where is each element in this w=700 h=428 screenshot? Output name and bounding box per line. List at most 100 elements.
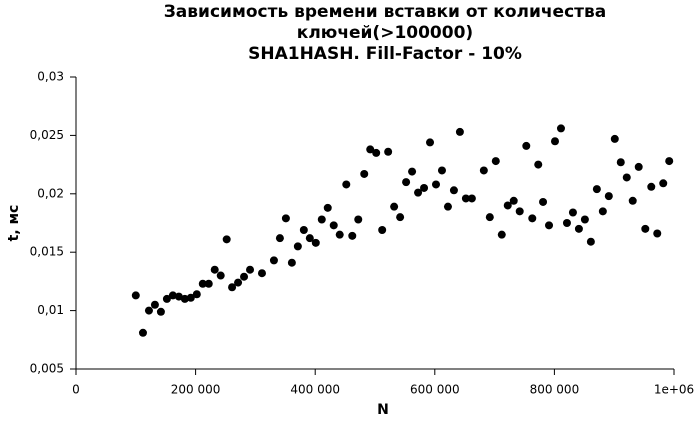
point (329, 221, 338, 230)
point (592, 185, 601, 194)
point (293, 242, 302, 251)
point (455, 127, 464, 136)
x-tick-label: 400 000 (290, 383, 340, 397)
point (150, 300, 159, 309)
point (574, 224, 583, 233)
point (168, 291, 177, 300)
point (156, 307, 165, 316)
point (437, 166, 446, 175)
point (396, 213, 405, 222)
point (628, 196, 637, 205)
point (402, 178, 411, 187)
point (131, 291, 140, 300)
y-axis-label: t, мс (6, 205, 22, 242)
point (257, 269, 266, 278)
point (234, 278, 243, 287)
x-tick-label: 0 (72, 383, 80, 397)
point (528, 214, 537, 223)
point (545, 221, 554, 230)
point (204, 279, 213, 288)
y-tick-label: 0,01 (37, 303, 64, 317)
point (180, 294, 189, 303)
point (287, 258, 296, 267)
point (580, 215, 589, 224)
point (378, 226, 387, 235)
point (216, 271, 225, 280)
point (509, 196, 518, 205)
point (414, 188, 423, 197)
y-tick-label: 0,03 (37, 70, 64, 84)
point (616, 158, 625, 167)
point (491, 157, 500, 166)
point (222, 235, 231, 244)
point (269, 256, 278, 265)
point (360, 169, 369, 178)
point (431, 180, 440, 189)
point (420, 183, 429, 192)
y-tick-label: 0,015 (30, 245, 64, 259)
point (138, 328, 147, 337)
x-tick-label: 600 000 (410, 383, 460, 397)
point (311, 238, 320, 247)
x-tick-label: 800 000 (530, 383, 580, 397)
point (240, 272, 249, 281)
point (342, 180, 351, 189)
point (305, 234, 314, 243)
point (192, 290, 201, 299)
point (653, 229, 662, 238)
point (162, 294, 171, 303)
point (556, 124, 565, 133)
x-axis-label: N (377, 402, 389, 418)
y-tick-label: 0,025 (30, 128, 64, 142)
point (366, 145, 375, 154)
y-tick-label: 0,02 (37, 186, 64, 200)
point (228, 283, 237, 292)
point (497, 230, 506, 239)
point (461, 194, 470, 203)
point (467, 194, 476, 203)
y-tick-label: 0,005 (30, 362, 64, 376)
point (539, 197, 548, 206)
x-tick-label: 200 000 (171, 383, 221, 397)
point (634, 162, 643, 171)
point (443, 202, 452, 211)
point (622, 173, 631, 182)
point (586, 237, 595, 246)
point (317, 215, 326, 224)
point (335, 230, 344, 239)
point (390, 202, 399, 211)
point (562, 219, 571, 227)
point (659, 179, 668, 188)
point (485, 213, 494, 222)
point (408, 167, 417, 176)
chart-title: SHA1HASH. Fill-Factor - 10% (248, 44, 522, 64)
point (426, 138, 435, 147)
point (522, 141, 531, 150)
point (186, 293, 195, 302)
point (610, 134, 619, 143)
point (246, 265, 255, 274)
x-tick-label: 1e+06 (654, 383, 694, 397)
point (641, 224, 650, 233)
point (372, 148, 381, 157)
point (503, 201, 512, 210)
point (354, 215, 363, 224)
point (449, 186, 458, 195)
point (568, 208, 577, 217)
point (323, 203, 332, 212)
point (281, 214, 290, 223)
point (384, 147, 393, 156)
point (515, 207, 524, 216)
point (144, 306, 153, 315)
point (598, 207, 607, 216)
point (198, 279, 207, 288)
point (550, 137, 559, 146)
point (647, 182, 656, 191)
point (479, 166, 488, 175)
point (665, 157, 674, 166)
chart-title: Зависимость времени вставки от количеств… (164, 2, 607, 22)
chart-title: ключей(>100000) (297, 23, 473, 43)
point (299, 226, 308, 235)
point (604, 192, 613, 201)
